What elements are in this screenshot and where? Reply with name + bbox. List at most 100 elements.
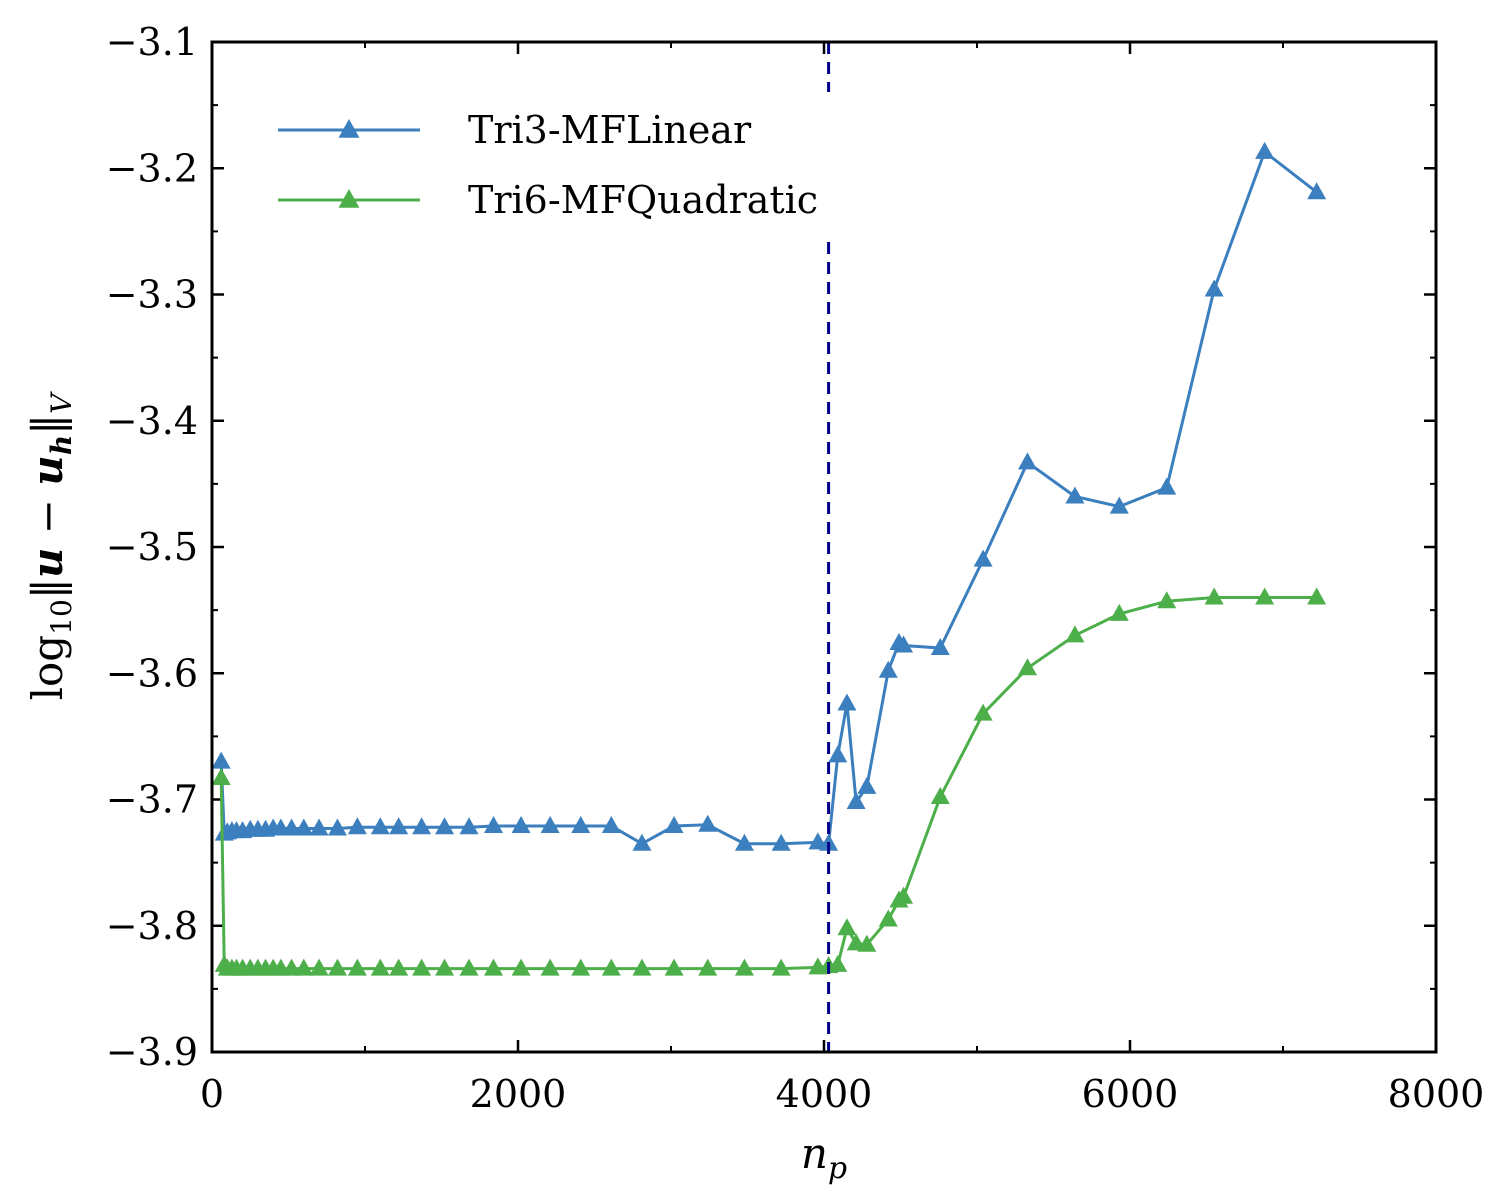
data-point-marker [857, 776, 877, 794]
data-point-marker [973, 549, 993, 567]
legend-background [262, 92, 902, 242]
data-point-marker [930, 638, 950, 655]
legend: Tri3-MFLinear Tri6-MFQuadratic [278, 108, 818, 222]
data-point-marker [828, 954, 848, 972]
y-axis-label-minus: − [23, 486, 72, 548]
data-point-marker [973, 703, 993, 721]
data-point-marker [389, 817, 409, 835]
data-point-marker [1255, 587, 1275, 605]
legend-entry: Tri6-MFQuadratic [278, 178, 818, 222]
data-point-marker [828, 745, 848, 763]
data-point-marker [511, 816, 531, 834]
x-tick-label: 2000 [470, 1072, 567, 1116]
y-tick-label: −3.1 [106, 20, 198, 64]
data-point-marker [412, 958, 432, 976]
data-point-marker [601, 958, 621, 976]
data-point-marker [1307, 587, 1327, 605]
y-tick-label: −3.7 [106, 778, 198, 822]
legend-label: Tri3-MFLinear [468, 108, 752, 152]
data-point-marker [412, 817, 432, 835]
legend-marker-swatch [338, 189, 360, 208]
data-point-marker [894, 886, 914, 904]
series-line [219, 596, 1317, 971]
y-tick-label: −3.9 [106, 1030, 198, 1074]
data-point-marker [1204, 587, 1224, 605]
data-point-marker [211, 751, 231, 769]
y-axis-label-uh: u [23, 455, 72, 486]
series-tri6-mfquadratic [211, 587, 1327, 976]
data-point-marker [837, 693, 857, 711]
data-point-marker [309, 818, 329, 836]
y-axis-label-norm-close: ‖ [23, 414, 72, 435]
data-point-marker [930, 786, 950, 804]
data-point-marker [282, 958, 302, 976]
y-axis-label-u: u [23, 548, 72, 579]
data-point-marker [1065, 625, 1085, 643]
x-axis-label: np [801, 1129, 847, 1186]
data-point-marker [698, 958, 718, 976]
data-point-marker [1109, 603, 1129, 621]
data-point-marker [484, 816, 504, 834]
legend-marker-swatch [338, 119, 360, 138]
data-point-marker [459, 958, 479, 976]
data-point-marker [435, 958, 455, 976]
data-point-marker [1204, 279, 1224, 297]
data-point-marker [511, 958, 531, 976]
y-axis-label-h: h [45, 435, 78, 455]
data-point-marker [540, 816, 560, 834]
data-point-marker [1307, 182, 1327, 200]
data-point-marker [698, 814, 718, 832]
data-point-marker [309, 958, 329, 976]
data-point-marker [370, 817, 390, 835]
data-point-marker [837, 918, 857, 936]
data-point-marker [1109, 496, 1129, 514]
data-point-marker [846, 792, 866, 810]
data-point-marker [771, 833, 791, 851]
x-axis-label-sub: p [828, 1151, 847, 1186]
data-point-marker [1065, 486, 1085, 504]
x-tick-label: 6000 [1082, 1072, 1179, 1116]
x-tick-label: 4000 [776, 1072, 873, 1116]
data-point-marker [484, 958, 504, 976]
data-point-marker [1157, 477, 1177, 495]
data-point-marker [664, 958, 684, 976]
y-tick-label: −3.5 [106, 525, 198, 569]
data-point-marker [734, 958, 754, 976]
series-tri3-mflinear [211, 141, 1327, 851]
data-point-marker [632, 958, 652, 976]
data-point-marker [347, 958, 367, 976]
x-tick-label: 0 [200, 1072, 224, 1116]
y-axis-label: log10‖u − uh‖V [23, 391, 78, 701]
axis-ticks: 0 2000 4000 6000 8000 −3.1 −3.2 −3.3 −3.4 −3.5 −3.… [106, 20, 1485, 1116]
data-point-marker [1255, 141, 1275, 159]
data-point-marker [894, 635, 914, 653]
data-point-marker [282, 818, 302, 836]
data-point-marker [632, 833, 652, 851]
data-point-marker [1017, 452, 1037, 470]
data-point-marker [327, 958, 347, 976]
legend-entry: Tri3-MFLinear [278, 108, 752, 152]
y-axis-label-V: V [45, 391, 78, 414]
data-point-marker [571, 816, 591, 834]
series-layer [211, 141, 1327, 976]
data-point-marker [601, 816, 621, 834]
data-point-marker [435, 817, 455, 835]
data-point-marker [294, 818, 314, 836]
y-axis-label-log: log [23, 635, 72, 701]
data-point-marker [771, 958, 791, 976]
y-tick-label: −3.4 [106, 399, 198, 443]
data-point-marker [459, 817, 479, 835]
series-line [219, 149, 1318, 846]
data-point-marker [347, 817, 367, 835]
y-axis-label-norm-open: ‖ [23, 578, 72, 599]
data-point-marker [878, 909, 898, 927]
y-tick-label: −3.2 [106, 146, 198, 190]
data-point-marker [389, 958, 409, 976]
data-point-marker [540, 958, 560, 976]
plot-frame [210, 40, 1438, 1054]
x-tick-label: 8000 [1388, 1072, 1485, 1116]
data-point-marker [664, 816, 684, 834]
y-tick-label: −3.3 [106, 273, 198, 317]
data-point-marker [211, 768, 231, 786]
